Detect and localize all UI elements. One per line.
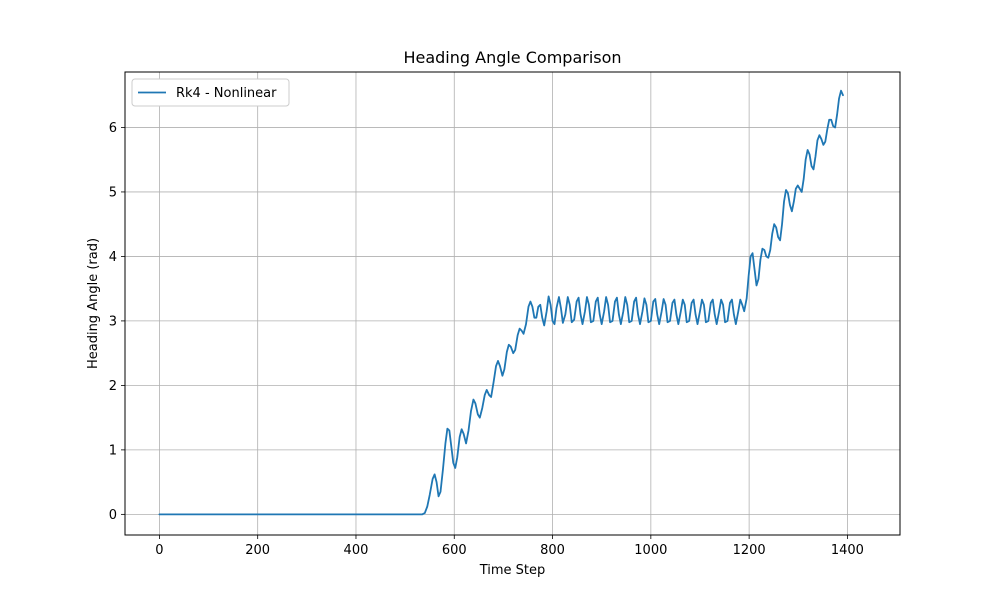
y-tick-label: 2 [109,379,117,394]
y-tick-label: 3 [109,314,117,329]
x-tick-label: 1000 [634,543,667,558]
plot-background [125,72,900,535]
y-axis-label: Heading Angle (rad) [86,238,101,369]
y-tick-label: 1 [109,443,117,458]
x-axis-label: Time Step [479,563,546,578]
chart-title: Heading Angle Comparison [403,48,621,67]
x-tick-label: 600 [442,543,467,558]
x-tick-label: 200 [245,543,270,558]
legend-box [131,78,290,107]
x-tick-label: 400 [344,543,369,558]
x-tick-label: 0 [155,543,163,558]
x-tick-label: 1400 [831,543,864,558]
x-tick-label: 800 [540,543,565,558]
series-layer [158,89,844,516]
y-tick-label: 6 [109,121,117,136]
series-line [158,89,844,516]
legend-label: Rk4 - Nonlinear [176,86,277,101]
legend: Rk4 - Nonlinear [131,78,290,107]
ticks: 0 200 400 600 800 1000 1200 1400 0 1 2 3 4 5 6 [109,121,864,558]
y-tick-label: 0 [109,508,117,523]
y-tick-label: 4 [109,250,117,265]
plot-frame [124,71,901,536]
x-tick-label: 1200 [733,543,766,558]
y-tick-label: 5 [109,185,117,200]
